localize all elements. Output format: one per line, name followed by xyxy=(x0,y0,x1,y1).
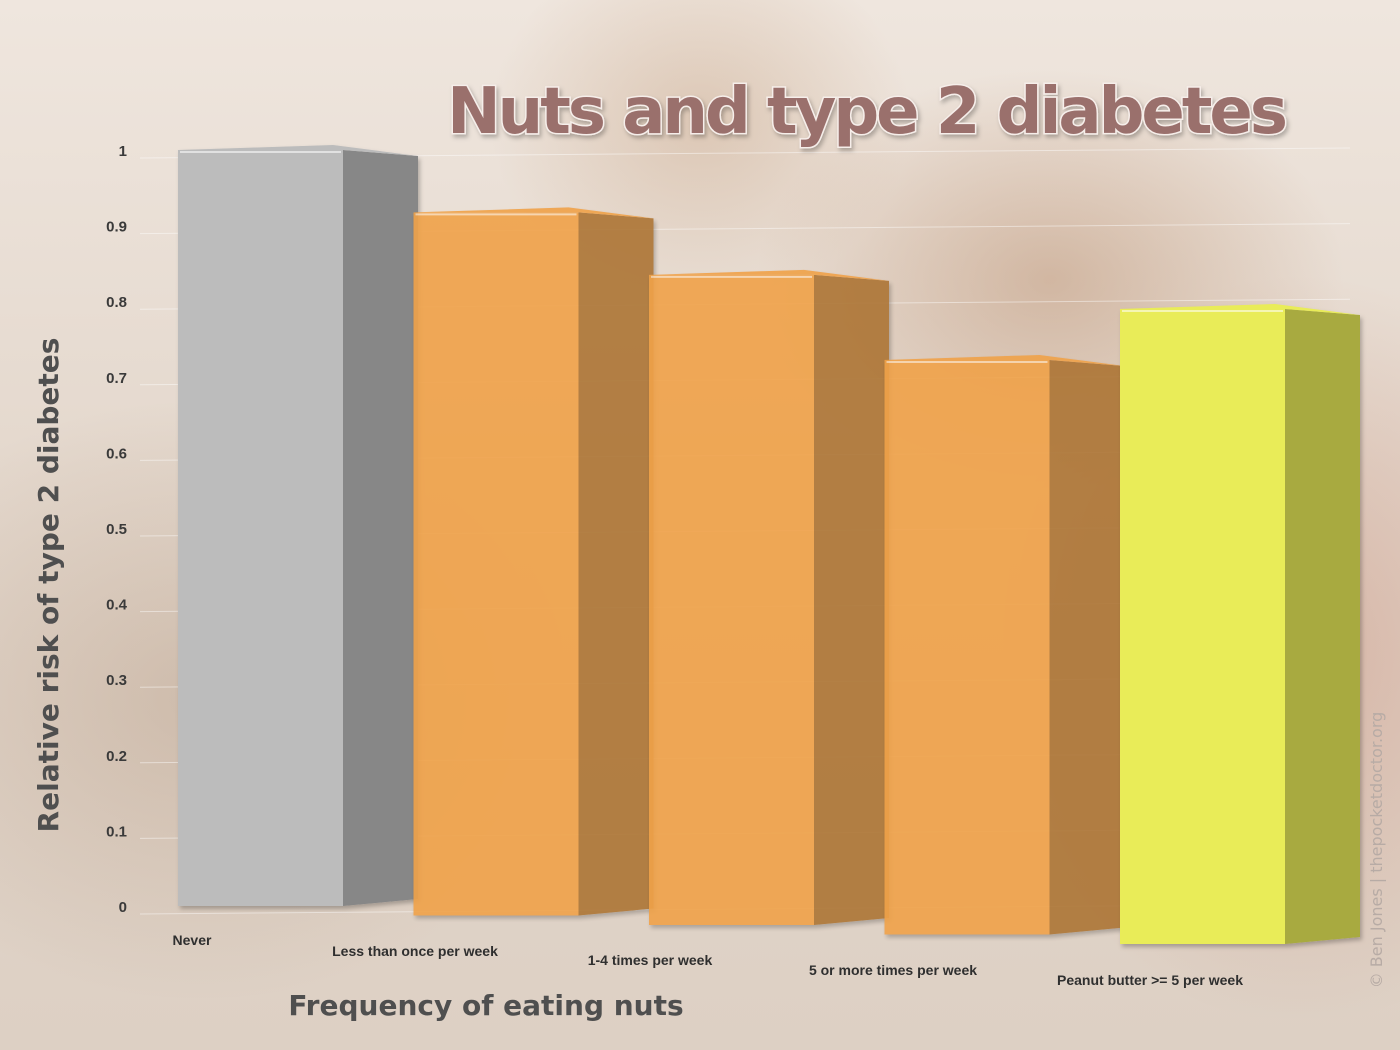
bar-4 xyxy=(884,354,1125,935)
bar-1 xyxy=(178,145,418,906)
bar-side-face xyxy=(578,212,654,916)
bar-3 xyxy=(649,269,889,926)
bar-top-face xyxy=(1120,303,1360,315)
y-tick-label: 0.1 xyxy=(106,823,127,840)
y-tick-label: 0.4 xyxy=(106,597,128,614)
bar-top-face xyxy=(178,145,418,156)
x-category-label: 1-4 times per week xyxy=(588,952,713,968)
bar-front-face xyxy=(1120,308,1285,945)
y-tick-label: 0.7 xyxy=(106,370,127,387)
bar-2 xyxy=(413,207,654,916)
x-category-label: Never xyxy=(173,932,212,948)
y-tick-label: 1 xyxy=(119,143,127,160)
y-tick-label: 0.9 xyxy=(106,219,127,236)
y-tick-labels: 0 0.1 0.2 0.3 0.4 0.5 0.6 0.7 0.8 0.9 1 xyxy=(106,143,128,916)
y-tick-label: 0.3 xyxy=(106,672,127,689)
bar-5 xyxy=(1120,303,1360,945)
bar-front-face xyxy=(649,274,814,926)
y-axis-title: Relative risk of type 2 diabetes xyxy=(32,338,65,833)
copyright-credit: © Ben Jones | thepocketdoctor.org xyxy=(1367,712,1386,989)
y-tick-label: 0.8 xyxy=(106,294,127,311)
x-axis-title: Frequency of eating nuts xyxy=(288,989,683,1022)
bar-front-face xyxy=(413,212,579,916)
category-labels: Never Less than once per week 1-4 times pe… xyxy=(173,932,1244,988)
bar-side-face xyxy=(1049,359,1125,935)
bars xyxy=(178,145,1360,945)
y-tick-label: 0 xyxy=(119,899,127,916)
y-tick-label: 0.5 xyxy=(106,521,127,538)
x-category-label: Less than once per week xyxy=(332,943,498,959)
bar-side-face xyxy=(814,274,889,926)
y-tick-label: 0.2 xyxy=(106,748,127,765)
bar-top-face xyxy=(413,207,654,219)
x-category-label: 5 or more times per week xyxy=(809,962,977,978)
bar-top-face xyxy=(649,269,889,281)
bar-side-face xyxy=(1285,308,1360,945)
bar-top-face xyxy=(884,354,1125,366)
y-tick-label: 0.6 xyxy=(106,445,127,462)
bar-side-face xyxy=(343,150,418,906)
chart-title: Nuts and type 2 diabetes xyxy=(447,75,1286,149)
bar-front-face xyxy=(884,359,1050,935)
x-category-label: Peanut butter >= 5 per week xyxy=(1057,972,1243,988)
bar-front-face xyxy=(178,150,343,906)
